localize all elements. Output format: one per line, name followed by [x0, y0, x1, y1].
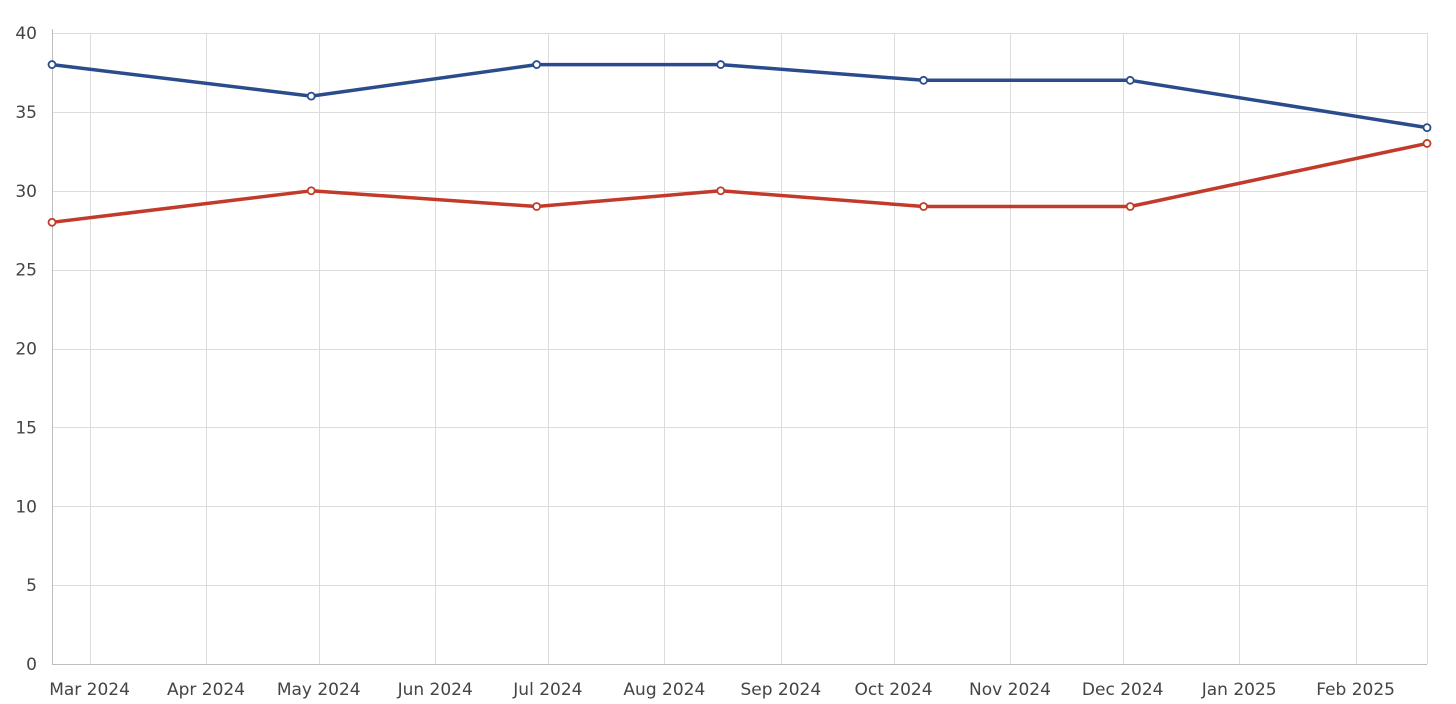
data-point[interactable]	[1125, 202, 1135, 211]
y-axis-tick-labels: 0 5 10 15 20 25 30 35 40	[15, 24, 37, 675]
y-tick-label: 10	[15, 497, 37, 517]
series-layer	[47, 60, 1432, 227]
series-2	[47, 139, 1432, 227]
series-line	[50, 141, 1429, 225]
x-tick-label: Dec 2024	[1082, 680, 1164, 700]
x-tick-label: Jan 2025	[1201, 680, 1277, 700]
y-tick-label: 40	[15, 24, 37, 44]
axes	[52, 29, 1427, 665]
y-tick-label: 35	[15, 103, 37, 123]
x-tick-label: Sep 2024	[740, 680, 821, 700]
x-tick-label: Oct 2024	[854, 680, 932, 700]
y-tick-label: 15	[15, 418, 37, 438]
data-point[interactable]	[47, 60, 57, 69]
y-tick-label: 0	[26, 655, 37, 675]
y-tick-label: 25	[15, 261, 37, 281]
data-point[interactable]	[532, 202, 542, 211]
data-point[interactable]	[919, 202, 928, 211]
data-point[interactable]	[716, 186, 726, 196]
data-point[interactable]	[306, 91, 316, 101]
y-tick-label: 5	[26, 576, 37, 596]
grid	[52, 33, 1428, 664]
x-axis-tick-labels: Mar 2024 Apr 2024 May 2024 Jun 2024 Jul 2024…	[49, 680, 1395, 700]
data-point[interactable]	[716, 60, 726, 69]
x-tick-label: Jul 2024	[512, 680, 582, 700]
data-point[interactable]	[919, 75, 928, 85]
y-tick-label: 20	[15, 340, 37, 360]
data-point[interactable]	[306, 186, 316, 196]
x-tick-label: Apr 2024	[167, 680, 245, 700]
x-tick-label: Nov 2024	[969, 680, 1051, 700]
series-1	[47, 60, 1432, 133]
series-line	[50, 62, 1429, 130]
x-tick-label: Feb 2025	[1316, 680, 1395, 700]
data-point[interactable]	[1422, 123, 1432, 133]
x-tick-label: Jun 2024	[397, 680, 473, 700]
x-tick-label: Mar 2024	[49, 680, 130, 700]
x-tick-label: May 2024	[277, 680, 361, 700]
data-point[interactable]	[1125, 75, 1135, 85]
data-point[interactable]	[47, 217, 57, 227]
y-tick-label: 30	[15, 182, 37, 202]
x-tick-label: Aug 2024	[623, 680, 705, 700]
data-point[interactable]	[532, 60, 542, 69]
data-point[interactable]	[1422, 139, 1432, 148]
